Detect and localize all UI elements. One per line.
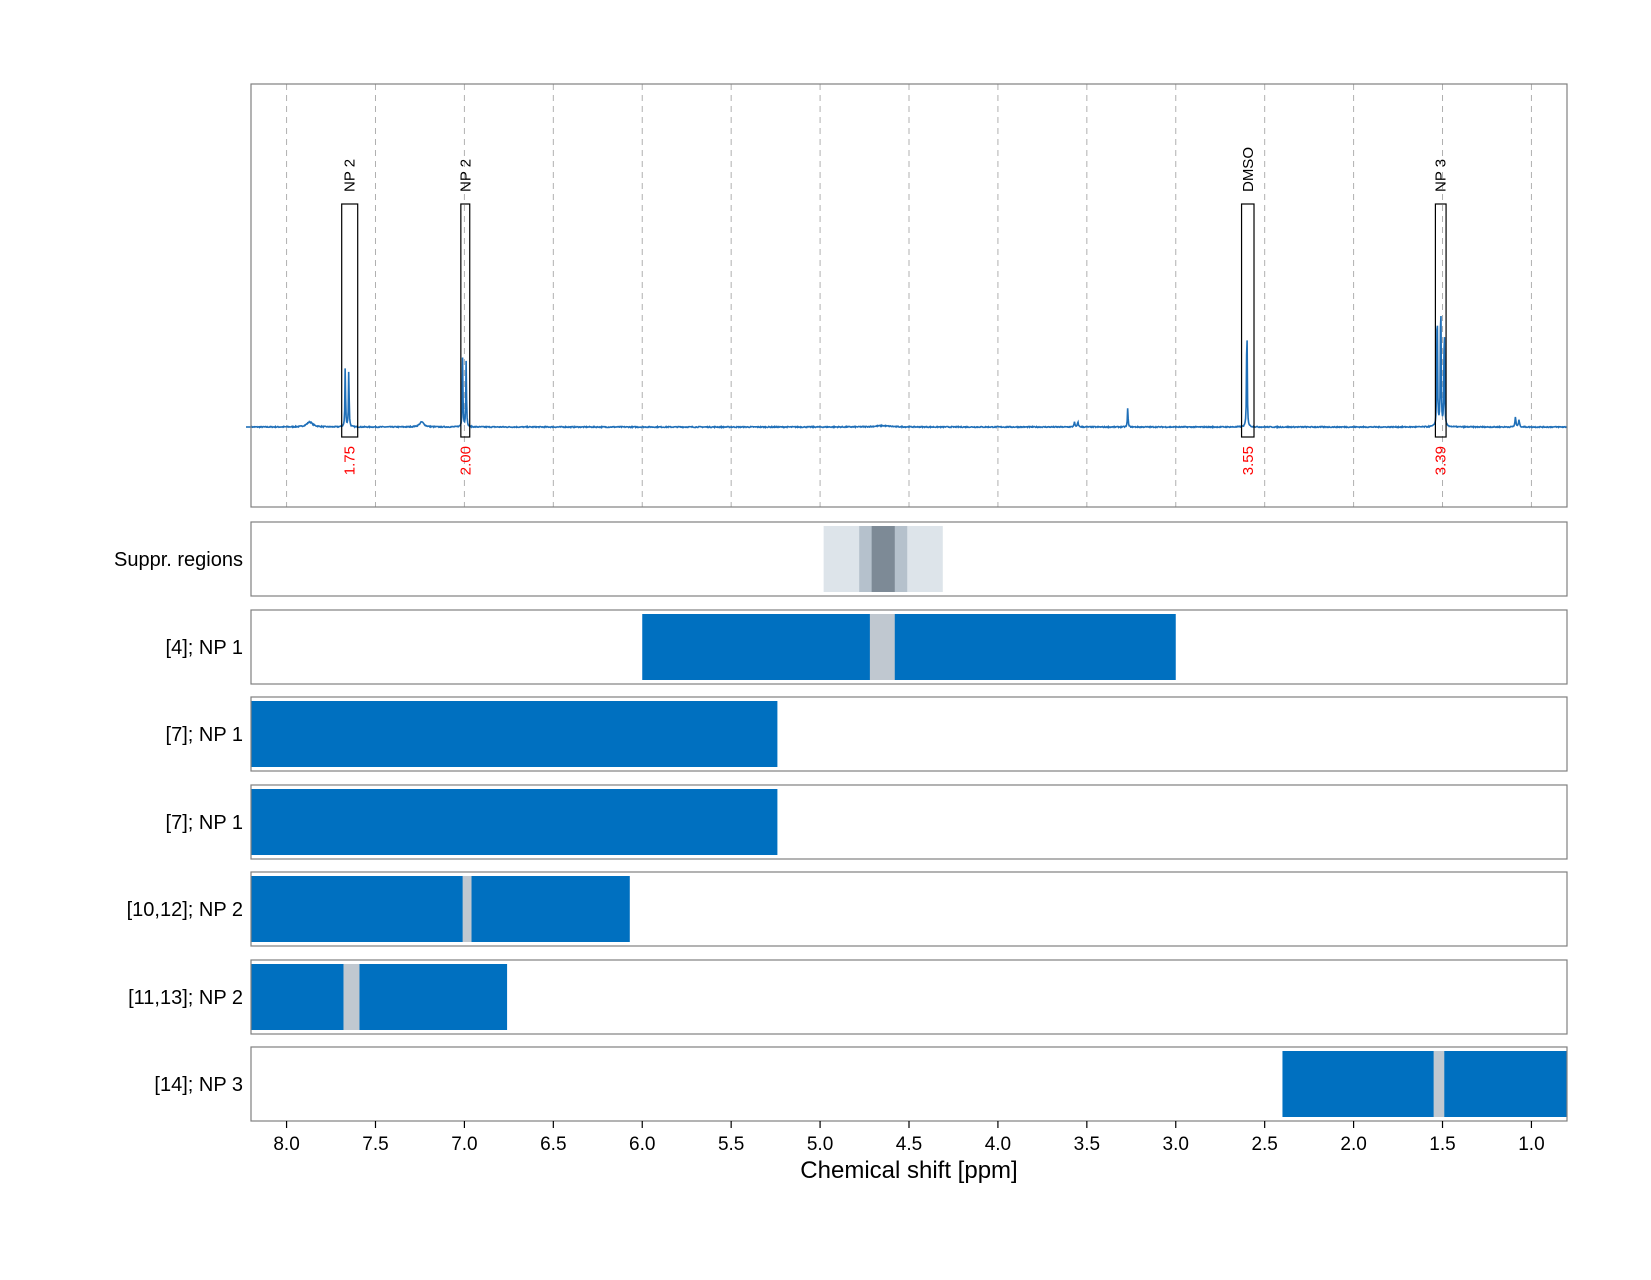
annotation-box bbox=[1240, 203, 1255, 438]
track-frame bbox=[250, 521, 1568, 597]
annotation-value: 3.55 bbox=[1240, 446, 1257, 475]
spectrum-panel: NP 2 1.75 NP 2 2.00 DMSO 3.55 NP 3 3.39 bbox=[246, 83, 1568, 508]
track-label: [14]; NP 3 bbox=[154, 1074, 243, 1096]
annotation-value: 1.75 bbox=[342, 446, 359, 475]
track-label: [4]; NP 1 bbox=[166, 637, 243, 659]
x-tick-label: 4.0 bbox=[985, 1134, 1011, 1155]
x-tick-label: 4.5 bbox=[896, 1134, 922, 1155]
x-tick-label: 3.0 bbox=[1163, 1134, 1189, 1155]
track-label: [7]; NP 1 bbox=[166, 812, 243, 834]
region-bar bbox=[251, 789, 778, 855]
region-tracks: Suppr. regions [4]; NP 1 [7]; NP 1 [7]; NP … bbox=[114, 521, 1568, 1122]
x-tick-label: 2.5 bbox=[1251, 1134, 1277, 1155]
track-frame bbox=[250, 609, 1568, 685]
region-bar bbox=[642, 614, 1176, 680]
x-tick-label: 5.5 bbox=[718, 1134, 744, 1155]
suppression-track-label: Suppr. regions bbox=[114, 549, 243, 571]
track-frame bbox=[250, 871, 1568, 947]
x-tick-label: 7.5 bbox=[362, 1134, 388, 1155]
region-bar bbox=[251, 876, 630, 942]
annotation-value: 2.00 bbox=[457, 446, 474, 475]
x-tick-label: 7.0 bbox=[451, 1134, 477, 1155]
track-label: [11,13]; NP 2 bbox=[128, 987, 243, 1009]
spectrum-frame bbox=[250, 83, 1568, 508]
annotation-box bbox=[1434, 203, 1447, 438]
track-frame bbox=[250, 959, 1568, 1035]
x-axis: 8.0 7.5 7.0 6.5 6.0 5.5 5.0 4.5 4.0 3.5 3.0 2.5 2.0 1… bbox=[273, 1121, 1545, 1155]
track-frame bbox=[250, 696, 1568, 772]
x-tick-label: 5.0 bbox=[807, 1134, 833, 1155]
x-tick-label: 2.0 bbox=[1340, 1134, 1366, 1155]
annotation-value: 3.39 bbox=[1433, 446, 1450, 475]
annotation-label: NP 2 bbox=[342, 159, 359, 192]
track-label: [10,12]; NP 2 bbox=[127, 899, 243, 921]
x-tick-label: 1.5 bbox=[1429, 1134, 1455, 1155]
x-tick-label: 6.0 bbox=[629, 1134, 655, 1155]
region-gap bbox=[1433, 1051, 1445, 1117]
annotation-box bbox=[341, 203, 359, 438]
x-tick-label: 8.0 bbox=[273, 1134, 299, 1155]
region-bar bbox=[1282, 1051, 1567, 1117]
region-gap bbox=[343, 964, 360, 1030]
region-bar bbox=[251, 964, 508, 1030]
x-tick-label: 3.5 bbox=[1074, 1134, 1100, 1155]
region-gap bbox=[869, 614, 895, 680]
annotation-box bbox=[460, 203, 471, 438]
track-frame bbox=[250, 784, 1568, 860]
annotation-label: NP 3 bbox=[1433, 159, 1450, 192]
x-tick-label: 6.5 bbox=[540, 1134, 566, 1155]
x-tick-label: 1.0 bbox=[1518, 1134, 1544, 1155]
region-bar bbox=[251, 701, 778, 767]
annotation-label: NP 2 bbox=[457, 159, 474, 192]
annotation-label: DMSO bbox=[1240, 147, 1257, 192]
region-gap bbox=[462, 876, 472, 942]
track-label: [7]; NP 1 bbox=[166, 724, 243, 746]
suppression-band bbox=[871, 526, 895, 592]
x-axis-title: Chemical shift [ppm] bbox=[800, 1157, 1017, 1184]
